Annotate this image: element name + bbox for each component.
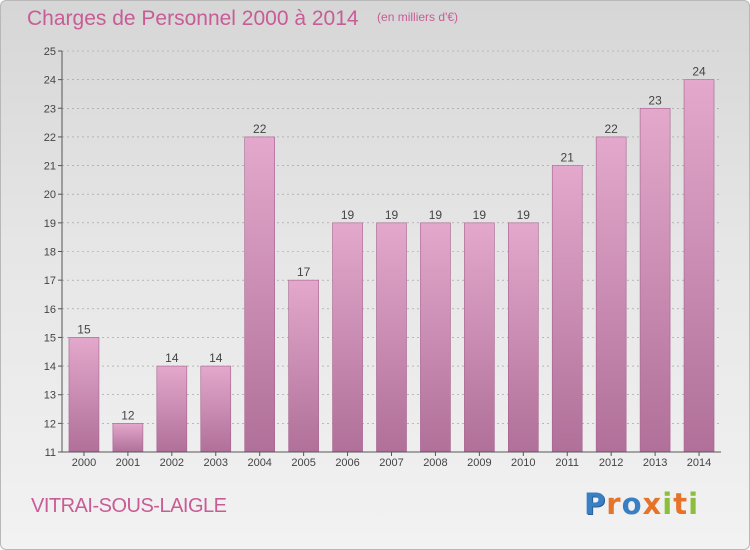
bar — [68, 337, 100, 453]
y-tick-label: 14 — [44, 361, 56, 373]
y-tick-label: 22 — [44, 132, 56, 144]
y-tick-label: 15 — [44, 332, 56, 344]
bar — [551, 165, 583, 453]
x-tick-label: 2000 — [72, 457, 96, 469]
y-tick-label: 19 — [44, 218, 56, 230]
logo-letter: x — [642, 487, 663, 521]
logo-letter: o — [621, 487, 643, 521]
bar — [464, 222, 495, 453]
axis-layer: 11 12 13 14 15 16 17 18 19 20 21 22 23 24 25 2000 2001 20… — [44, 46, 721, 469]
chart-title: Charges de Personnel 2000 à 2014 — [27, 7, 359, 30]
data-label: 22 — [253, 122, 267, 136]
x-tick-label: 2009 — [467, 457, 491, 469]
y-tick-label: 21 — [44, 161, 56, 173]
y-tick-label: 11 — [45, 447, 56, 459]
logo-letter: i — [688, 487, 700, 521]
data-label: 12 — [121, 408, 135, 422]
label-layer: 15 12 14 14 22 17 19 19 19 19 19 21 22 23 24 — [77, 65, 706, 423]
proxiti-logo[interactable]: Proxiti — [584, 487, 699, 521]
data-label: 19 — [473, 208, 487, 222]
bar — [156, 365, 188, 453]
town-name: VITRAI-SOUS-LAIGLE — [31, 495, 227, 517]
title-row: Charges de Personnel 2000 à 2014 (en mil… — [27, 7, 458, 31]
x-tick-label: 2012 — [599, 457, 623, 469]
x-tick-label: 2002 — [160, 457, 184, 469]
data-label: 19 — [429, 208, 443, 222]
bar — [244, 136, 275, 453]
x-tick-label: 2013 — [643, 457, 667, 469]
bar — [332, 222, 363, 453]
logo-letter: i — [662, 487, 674, 521]
x-tick-label: 2005 — [291, 457, 315, 469]
x-tick-label: 2011 — [555, 457, 579, 469]
data-label: 14 — [209, 351, 223, 365]
bar — [639, 107, 671, 453]
y-tick-label: 16 — [44, 304, 56, 316]
chart-subtitle: (en milliers d'€) — [377, 10, 459, 24]
x-tick-label: 2001 — [116, 457, 140, 469]
data-label: 15 — [77, 322, 91, 336]
data-label: 23 — [648, 93, 662, 107]
logo-letter: P — [584, 487, 607, 521]
x-tick-label: 2004 — [247, 457, 271, 469]
x-tick-label: 2003 — [204, 457, 228, 469]
y-tick-label: 13 — [44, 390, 56, 402]
y-tick-label: 18 — [44, 247, 56, 259]
bar — [507, 222, 539, 453]
data-label: 24 — [692, 65, 706, 79]
data-label: 17 — [297, 265, 311, 279]
data-label: 21 — [561, 151, 575, 165]
logo-letter: t — [673, 487, 689, 521]
y-tick-label: 20 — [44, 189, 56, 201]
x-tick-label: 2006 — [335, 457, 359, 469]
data-label: 19 — [385, 208, 399, 222]
y-tick-label: 12 — [44, 418, 56, 430]
logo-letter: r — [606, 487, 622, 521]
y-tick-label: 24 — [44, 75, 56, 87]
data-label: 19 — [517, 208, 531, 222]
bar-layer — [68, 79, 715, 453]
bar — [376, 222, 407, 453]
bar — [420, 222, 451, 453]
y-tick-label: 25 — [44, 46, 56, 58]
data-label: 22 — [604, 122, 618, 136]
bar — [112, 423, 144, 453]
y-tick-label: 23 — [44, 103, 56, 115]
bar — [200, 365, 232, 453]
data-label: 14 — [165, 351, 179, 365]
x-tick-label: 2010 — [511, 457, 535, 469]
bar — [595, 136, 627, 453]
y-tick-label: 17 — [44, 275, 56, 287]
data-label: 19 — [341, 208, 355, 222]
bar — [288, 279, 319, 453]
bar — [683, 79, 715, 453]
x-tick-label: 2014 — [687, 457, 711, 469]
x-tick-label: 2007 — [379, 457, 403, 469]
x-tick-label: 2008 — [423, 457, 447, 469]
